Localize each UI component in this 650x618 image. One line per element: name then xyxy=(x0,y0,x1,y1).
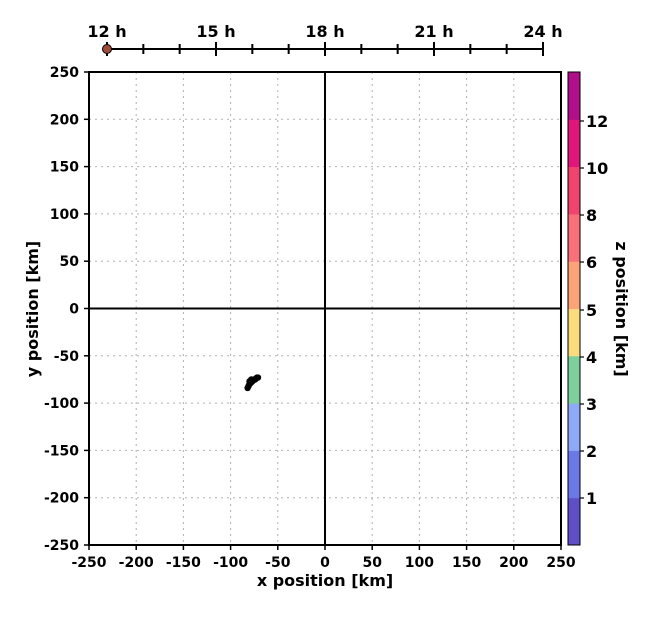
y-axis: -250 -200 -150 -100 -50 0 50 100 150 200 250 xyxy=(44,65,89,554)
colorbar-band xyxy=(568,72,580,120)
x-tick-label: -150 xyxy=(166,555,201,571)
y-tick-label: 150 xyxy=(50,160,79,176)
time-tick-label: 12 h xyxy=(87,22,126,41)
origin-lines xyxy=(89,72,561,545)
y-tick-label: 0 xyxy=(69,302,79,318)
colorbar-band xyxy=(568,119,580,168)
colorbar-tick-label: 12 xyxy=(586,112,608,131)
x-tick-label: -200 xyxy=(119,555,154,571)
x-tick-label: 50 xyxy=(362,555,382,571)
colorbar-band xyxy=(568,355,580,404)
colorbar-tick-label: 2 xyxy=(586,442,597,461)
y-tick-label: -100 xyxy=(44,396,79,412)
x-tick-label: -250 xyxy=(71,555,106,571)
colorbar-band xyxy=(568,261,580,309)
colorbar-band xyxy=(568,213,580,262)
x-tick-label: 100 xyxy=(405,555,434,571)
y-tick-label: -150 xyxy=(44,443,79,459)
data-point xyxy=(254,374,262,381)
time-tick-label: 21 h xyxy=(414,22,453,41)
time-tick-label: 24 h xyxy=(523,22,562,41)
data-marks xyxy=(244,374,262,392)
x-tick-label: 250 xyxy=(546,555,575,571)
current-time-marker xyxy=(102,44,112,54)
x-tick-label: 0 xyxy=(320,555,330,571)
colorbar-band xyxy=(568,497,580,546)
colorbar-tick-label: 10 xyxy=(586,159,608,178)
plot-area xyxy=(88,71,562,546)
x-tick-label: 150 xyxy=(452,555,481,571)
x-axis-title: x position [km] xyxy=(257,571,393,590)
time-tick-label: 18 h xyxy=(305,22,344,41)
colorbar-title: z position [km] xyxy=(612,241,631,376)
colorbar-band xyxy=(568,308,580,357)
colorbar-tick-label: 3 xyxy=(586,395,597,414)
time-tick-label: 15 h xyxy=(196,22,235,41)
colorbar-frame xyxy=(567,71,581,546)
y-tick-label: -200 xyxy=(44,491,79,507)
y-tick-label: 50 xyxy=(60,254,80,270)
colorbar-tick-label: 8 xyxy=(586,206,597,225)
x-axis: -250 -200 -150 -100 -50 0 50 100 150 200 250 xyxy=(71,545,576,571)
data-point xyxy=(248,376,255,383)
colorbar-band xyxy=(568,403,580,451)
x-tick-label: -50 xyxy=(265,555,291,571)
y-axis-title: y position [km] xyxy=(23,241,42,377)
y-tick-label: -250 xyxy=(44,538,79,554)
x-tick-label: 200 xyxy=(499,555,528,571)
colorbar-band xyxy=(568,450,580,499)
y-tick-label: -50 xyxy=(54,349,80,365)
colorbar-tick-label: 4 xyxy=(586,348,597,367)
colorbar-tick-label: 5 xyxy=(586,301,597,320)
y-tick-label: 250 xyxy=(50,65,79,81)
y-tick-label: 100 xyxy=(50,207,79,223)
colorbar-tick-label: 1 xyxy=(586,489,597,508)
colorbar-band xyxy=(568,166,580,215)
x-tick-label: -100 xyxy=(213,555,248,571)
colorbar-bands xyxy=(568,72,580,546)
colorbar-tick-label: 6 xyxy=(586,253,597,272)
y-tick-label: 200 xyxy=(50,112,79,128)
time-axis: 12 h 15 h 18 h 21 h 24 h xyxy=(87,22,563,56)
